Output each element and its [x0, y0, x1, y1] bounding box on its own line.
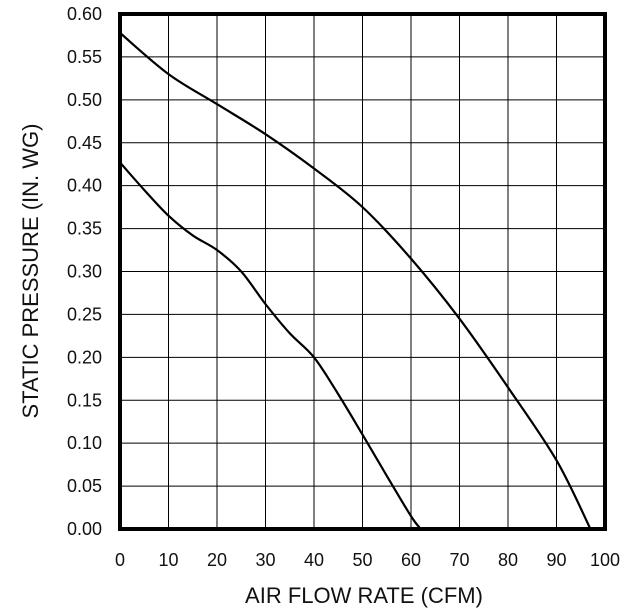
- series-line-2: [119, 161, 422, 530]
- x-axis-title: AIR FLOW RATE (CFM): [245, 583, 483, 608]
- x-tick-label: 40: [304, 550, 324, 570]
- x-tick-label: 60: [401, 550, 421, 570]
- x-tick-label: 100: [590, 550, 620, 570]
- y-tick-label: 0.60: [67, 4, 102, 24]
- y-tick-label: 0.50: [67, 90, 102, 110]
- plot-frame: [118, 12, 607, 531]
- x-tick-label: 80: [498, 550, 518, 570]
- y-axis-title: STATIC PRESSURE (IN. WG): [18, 124, 43, 419]
- y-tick-label: 0.20: [67, 347, 102, 367]
- x-tick-label: 30: [255, 550, 275, 570]
- x-tick-label: 70: [449, 550, 469, 570]
- series-line-1: [119, 32, 592, 530]
- y-tick-label: 0.35: [67, 219, 102, 239]
- y-tick-label: 0.55: [67, 47, 102, 67]
- y-tick-label: 0.10: [67, 433, 102, 453]
- x-tick-label: 50: [352, 550, 372, 570]
- x-tick-label: 20: [207, 550, 227, 570]
- series-layer: [119, 32, 592, 530]
- x-tick-label: 10: [158, 550, 178, 570]
- tick-labels: 0 10 20 30 40 50 60 70 80 90 100 0.00 0.05 0.10 0.15 0.…: [67, 4, 620, 570]
- x-tick-label: 0: [115, 550, 125, 570]
- grid: [119, 13, 606, 530]
- y-tick-label: 0.05: [67, 476, 102, 496]
- y-tick-label: 0.30: [67, 262, 102, 282]
- y-tick-label: 0.00: [67, 519, 102, 539]
- y-tick-label: 0.25: [67, 304, 102, 324]
- x-tick-label: 90: [546, 550, 566, 570]
- y-tick-label: 0.45: [67, 133, 102, 153]
- y-tick-label: 0.40: [67, 176, 102, 196]
- y-tick-label: 0.15: [67, 390, 102, 410]
